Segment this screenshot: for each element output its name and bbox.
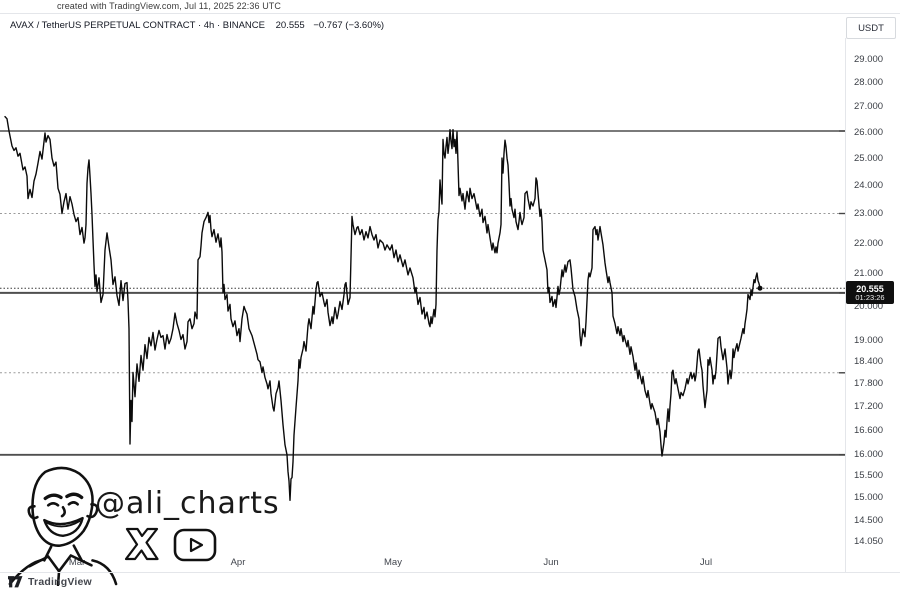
tradingview-logo-icon: [8, 576, 23, 588]
last-price-value: 20.555: [856, 283, 884, 294]
footer-brand-text: TradingView: [28, 576, 92, 588]
price-tick-17.200: 17.200: [854, 401, 884, 412]
price-tick-14.500: 14.500: [854, 515, 884, 526]
price-tick-24.000: 24.000: [854, 180, 884, 191]
time-tick-Jul: Jul: [699, 557, 713, 568]
top-divider: [0, 13, 900, 14]
price-tick-27.000: 27.000: [854, 101, 884, 112]
price-tick-19.000: 19.000: [854, 335, 884, 346]
legend-change: −0.767 (−3.60%): [313, 20, 385, 31]
price-tick-23.000: 23.000: [854, 208, 884, 219]
time-tick-May: May: [384, 557, 402, 568]
watermark-handle: @ali_charts: [95, 486, 280, 521]
price-tick-28.000: 28.000: [854, 77, 884, 88]
price-tick-29.000: 29.000: [854, 54, 884, 65]
price-tick-20.000: 20.000: [854, 301, 884, 312]
price-axis-ticks[interactable]: 30.000 29.000 28.000 27.000 26.000 25.000 24.0…: [845, 39, 900, 572]
price-line-series: [4, 115, 761, 501]
price-axis[interactable]: [845, 38, 900, 572]
bar-countdown: 01:23:26: [855, 292, 885, 302]
symbol-title[interactable]: AVAX / TetherUS PERPETUAL CONTRACT · 4h …: [10, 20, 265, 31]
price-tick-25.000: 25.000: [854, 153, 884, 164]
time-axis[interactable]: Mar Apr May Jun Jul: [0, 557, 845, 573]
time-tick-Mar: Mar: [68, 557, 86, 568]
price-tick-17.800: 17.800: [854, 378, 884, 389]
price-tick-30.000: 30.000: [854, 39, 883, 42]
symbol-legend[interactable]: AVAX / TetherUS PERPETUAL CONTRACT · 4h …: [10, 20, 384, 31]
last-price-label: 20.555 01:23:26: [846, 281, 894, 304]
created-with-label: created with TradingView.com, Jul 11, 20…: [57, 1, 281, 11]
x-logo-icon: [124, 527, 159, 561]
time-tick-Jun: Jun: [543, 557, 559, 568]
youtube-logo-icon: [173, 528, 217, 562]
price-tick-14.050: 14.050: [854, 536, 884, 547]
price-tick-16.600: 16.600: [854, 425, 884, 436]
ali-face-drawing: [8, 466, 118, 586]
footer-branding[interactable]: TradingView: [8, 576, 92, 588]
price-tick-15.500: 15.500: [854, 470, 884, 481]
price-tick-15.000: 15.000: [854, 492, 884, 503]
legend-last-price: 20.555: [275, 20, 305, 31]
price-tick-18.400: 18.400: [854, 356, 884, 367]
price-tick-22.000: 22.000: [854, 238, 884, 249]
currency-label: USDT: [858, 22, 884, 34]
time-tick-Apr: Apr: [230, 557, 246, 568]
price-tick-16.000: 16.000: [854, 449, 884, 460]
price-tick-26.000: 26.000: [854, 127, 884, 138]
price-tick-21.000: 21.000: [854, 268, 884, 279]
price-axis-currency-button[interactable]: USDT: [846, 17, 896, 39]
bottom-divider: [0, 572, 900, 573]
last-price-dot: [757, 285, 763, 291]
